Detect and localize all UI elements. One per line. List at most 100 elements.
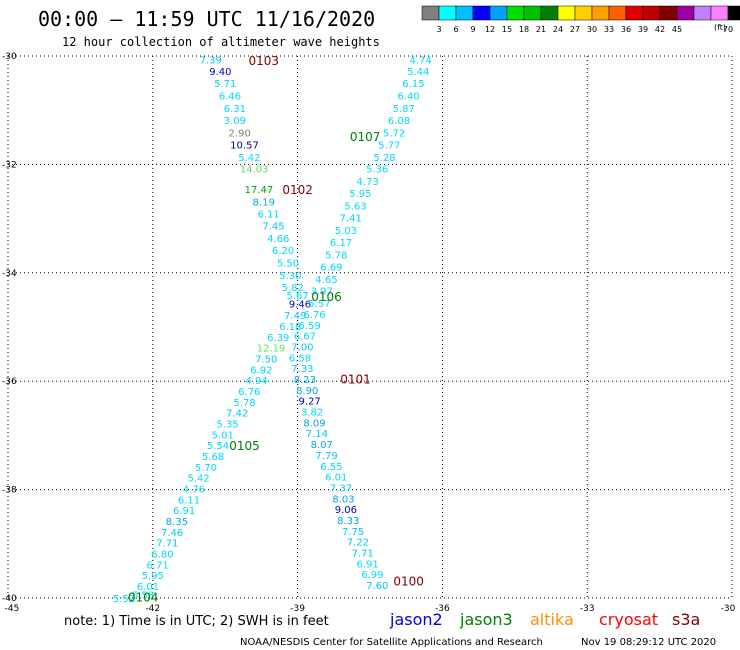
wave-height-value: 6.18	[279, 322, 301, 333]
footer-note: note: 1) Time is in UTC; 2) SWH is in fe…	[64, 614, 329, 629]
color-scale-label: 70	[723, 25, 733, 34]
wave-height-value: 5.03	[335, 226, 357, 237]
latitude-tick: -32	[2, 160, 17, 170]
wave-height-value: 7.45	[262, 222, 284, 233]
color-scale-label: 33	[604, 25, 614, 34]
color-scale-label: 9	[470, 25, 475, 34]
wave-height-value: 6.46	[219, 92, 241, 103]
wave-height-value: 7.22	[347, 538, 369, 549]
wave-height-value: 7.33	[291, 364, 313, 375]
color-swatch	[438, 5, 457, 21]
wave-height-value: 8.35	[166, 517, 188, 528]
track-label: 0107	[350, 130, 381, 144]
wave-height-value: 4.94	[245, 376, 267, 387]
wave-height-value: 6.80	[151, 550, 173, 561]
wave-height-value: 7.41	[340, 214, 362, 225]
wave-height-value: 7.79	[315, 451, 337, 462]
wave-height-value: 5.72	[383, 128, 405, 139]
wave-height-value: 6.15	[402, 79, 424, 90]
wave-height-value: 7.46	[161, 528, 183, 539]
wave-height-value: 5.42	[238, 153, 260, 164]
wave-height-value: 6.11	[258, 210, 280, 221]
wave-height-value: 6.92	[250, 365, 272, 376]
track-label: 0103	[249, 54, 280, 68]
wave-height-value: 5.54	[207, 441, 229, 452]
wave-height-value: 6.01	[325, 473, 347, 484]
track-label: 0106	[311, 290, 342, 304]
wave-height-value: 5.95	[349, 189, 371, 200]
wave-height-value: 6.67	[294, 332, 316, 343]
latitude-tick: -34	[2, 269, 17, 279]
satellite-legend: jason2 jason3 altika cryosat s3a	[389, 610, 700, 629]
track-label: 0100	[393, 575, 424, 589]
wave-height-value: 5.78	[233, 398, 255, 409]
wave-height-value: 14.03	[240, 165, 269, 176]
longitude-tick: -33	[580, 604, 595, 614]
wave-height-value: 7.37	[330, 483, 352, 494]
color-swatch	[557, 5, 576, 21]
wave-height-value: 5.58	[132, 591, 154, 602]
color-scale-label: 36	[621, 25, 631, 34]
color-scale-label: 24	[553, 25, 563, 34]
color-scale-label: 27	[570, 25, 580, 34]
color-swatch	[625, 5, 644, 21]
wave-height-value: 6.99	[361, 570, 383, 581]
wave-height-value: 7.71	[352, 548, 374, 559]
longitude-tick: -36	[435, 604, 450, 614]
color-swatch	[540, 5, 559, 21]
color-swatch	[642, 5, 661, 21]
page-subtitle: 12 hour collection of altimeter wave hei…	[62, 35, 380, 49]
color-swatch	[523, 5, 542, 21]
legend-jason3: jason3	[459, 610, 513, 629]
wave-height-value: 7.00	[291, 343, 313, 354]
wave-height-value: 3.97	[311, 287, 333, 298]
wave-height-value: 8.09	[303, 418, 325, 429]
wave-height-value: 9.40	[209, 67, 231, 78]
legend-jason2: jason2	[389, 610, 443, 629]
legend-s3a: s3a	[672, 610, 700, 629]
wave-height-value: 2.90	[229, 128, 251, 139]
color-swatch	[608, 5, 627, 21]
color-swatch	[659, 5, 678, 21]
wave-height-value: 17.47	[245, 185, 274, 196]
wave-height-value: 12.19	[257, 344, 286, 355]
latitude-tick: -36	[2, 377, 17, 387]
track-label: 0102	[282, 183, 313, 197]
color-scale-label: 30	[587, 25, 597, 34]
latitude-tick: -40	[2, 594, 17, 604]
wave-height-value: 6.31	[224, 104, 246, 115]
wave-height-value: 7.39	[200, 55, 222, 66]
color-scale-label: 45	[672, 25, 682, 34]
color-scale-label: 3	[436, 25, 441, 34]
longitude-tick: -30	[721, 604, 736, 614]
wave-height-value: 5.57	[308, 299, 330, 310]
wave-height-value: 7.71	[156, 539, 178, 550]
longitude-tick: -45	[5, 604, 20, 614]
wave-height-value: 5.87	[393, 104, 415, 115]
footer-credit: NOAA/NESDIS Center for Satellite Applica…	[240, 637, 543, 648]
wave-height-value: 8.33	[337, 516, 359, 527]
color-swatch	[472, 5, 491, 21]
wave-height-value: 5.42	[188, 474, 210, 485]
longitude-tick: -42	[145, 604, 160, 614]
color-scale-label: 18	[519, 25, 529, 34]
wave-height-value: 5.30	[279, 271, 301, 282]
color-scale-label: 39	[638, 25, 648, 34]
wave-height-value: 8.90	[296, 386, 318, 397]
wave-height-value: 4.65	[315, 275, 337, 286]
wave-height-value: 7.14	[306, 429, 328, 440]
wave-height-value: 10.57	[230, 140, 259, 151]
color-swatch	[693, 5, 712, 21]
color-swatch	[710, 5, 729, 21]
color-scale-label: 6	[453, 25, 458, 34]
legend-cryosat: cryosat	[599, 610, 658, 629]
wave-height-value: 6.08	[388, 116, 410, 127]
wave-height-value: 4.66	[267, 234, 289, 245]
wave-height-points: 7.399.405.716.466.313.092.9010.575.4214.…	[113, 55, 432, 605]
color-swatch	[455, 5, 474, 21]
wave-height-value: 6.58	[289, 353, 311, 364]
wave-height-value: 5.82	[282, 283, 304, 294]
wave-height-value: 6.39	[267, 333, 289, 344]
wave-height-value: 5.63	[344, 202, 366, 213]
wave-height-value: 5.71	[214, 79, 236, 90]
